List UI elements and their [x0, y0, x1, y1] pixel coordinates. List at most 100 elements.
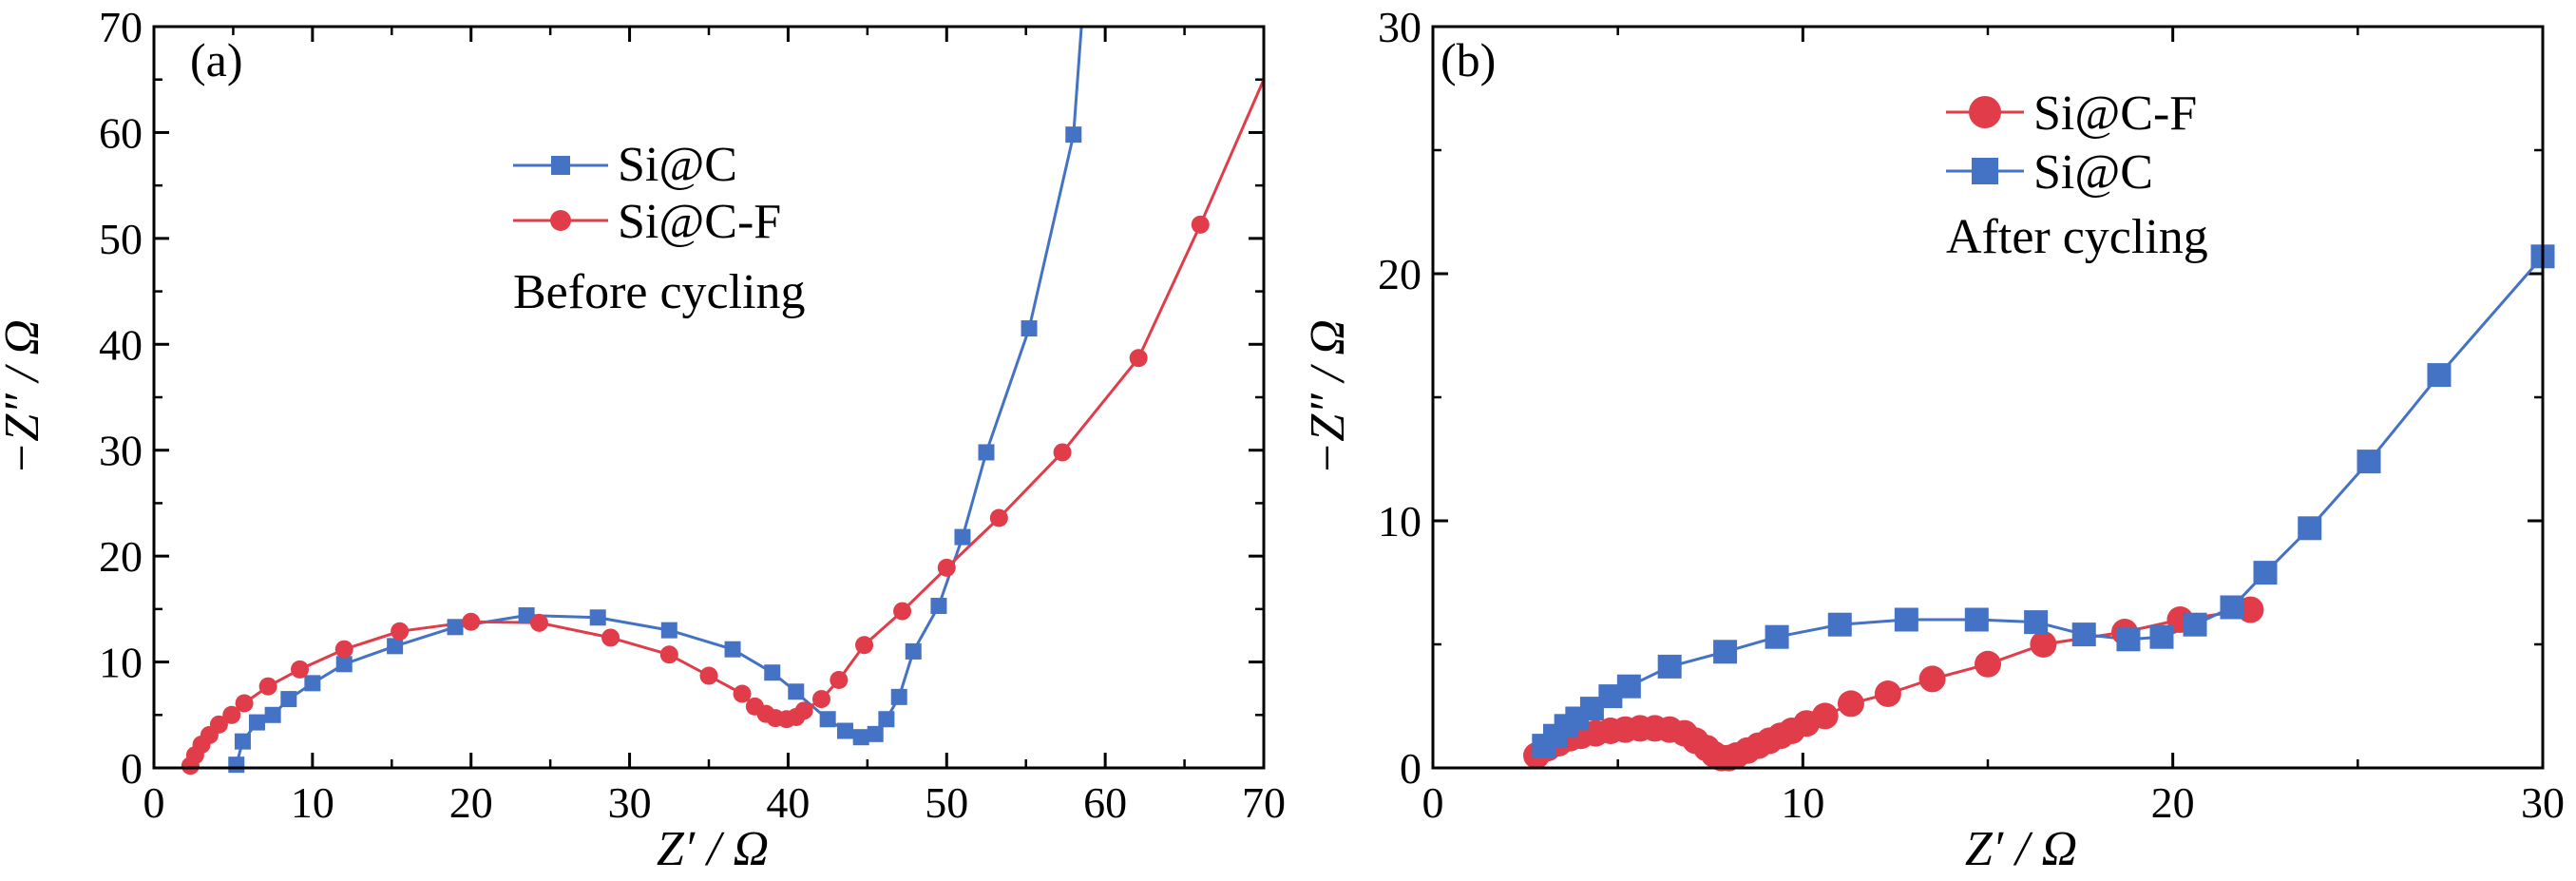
panel-a-y-tick-label: 20 [99, 532, 143, 581]
panel-a-point-si-c [1065, 126, 1082, 144]
panel-b-legend-label-0: Si@C-F [2033, 86, 2197, 141]
panel-a-point-si-c-f [893, 602, 912, 621]
panel-a-legend-label-1: Si@C-F [618, 195, 781, 249]
panel-a-point-si-c-f [291, 660, 310, 679]
panel-a-point-si-c-f [937, 558, 956, 577]
panel-a-point-si-c-f [1053, 443, 1072, 462]
panel-b-point-si-c [1616, 674, 1641, 699]
panel-a-point-si-c-f [1129, 349, 1148, 368]
panel-a-point-si-c-f [794, 701, 813, 720]
panel-b-point-si-c [1765, 624, 1789, 649]
panel-b-label: (b) [1441, 33, 1496, 86]
panel-a-point-si-c-f [209, 715, 228, 734]
panel-b-y-tick-label: 10 [1378, 497, 1422, 546]
panel-b-y-axis-title: −Z″ / Ω [1301, 319, 1355, 475]
panel-a-point-si-c-f [811, 690, 830, 709]
panel-b-point-si-c [2024, 610, 2049, 635]
panel-b-x-tick-label: 30 [2521, 778, 2565, 827]
panel-a-frame [152, 25, 1266, 770]
panel-b-point-si-c-f [1975, 650, 2001, 678]
panel-a-y-tick-label: 10 [99, 639, 143, 687]
panel-b-legend-marker-0 [1969, 96, 2001, 128]
panel-a-markers [181, 126, 1210, 776]
panel-a-point-si-c [228, 757, 245, 774]
panel-a: 0 10 20 30 40 50 60 70 0 10 20 30 40 50 60 70 (a) Z′ / … [0, 3, 1286, 876]
panel-a-annotation: Before cycling [513, 265, 806, 319]
panel-a-point-si-c-f [222, 705, 241, 724]
panel-a-y-tick-label: 30 [99, 427, 143, 475]
panel-a-point-si-c [836, 722, 853, 739]
panel-b-point-si-c [1713, 640, 1738, 664]
panel-b-frame [1431, 25, 2545, 770]
panel-b-legend-marker-1 [1972, 158, 1998, 184]
panel-a-legend-marker-1 [550, 210, 571, 231]
panel-a-point-si-c [978, 444, 995, 461]
panel-b-point-si-c-f [1918, 665, 1946, 693]
panel-b-point-si-c [1964, 607, 1989, 632]
panel-b-lines [1536, 255, 2543, 760]
panel-a-point-si-c [905, 642, 922, 660]
panel-a-point-si-c [264, 706, 281, 723]
panel-a-x-tick-label: 50 [925, 778, 968, 827]
panel-b-point-si-c [2149, 624, 2174, 649]
panel-b-point-si-c [1657, 654, 1682, 679]
panel-a-point-si-c [280, 691, 297, 708]
panel-a-point-si-c [518, 607, 535, 624]
panel-b-point-si-c [1827, 612, 1852, 637]
panel-a-point-si-c-f [391, 622, 410, 641]
panel-a-y-axis-title: −Z″ / Ω [0, 319, 49, 475]
panel-a-legend-marker-0 [551, 156, 570, 175]
panel-a-point-si-c-f [529, 613, 548, 632]
panel-a-point-si-c [852, 729, 869, 746]
panel-b-y-tick-label: 30 [1378, 3, 1422, 51]
panel-a-y-tick-label: 60 [99, 108, 143, 157]
panel-b-x-axis-title: Z′ / Ω [1965, 822, 2077, 876]
panel-a-point-si-c [304, 675, 321, 692]
panel-a-y-tick-label: 50 [99, 215, 143, 263]
panel-a-point-si-c-f [258, 677, 277, 696]
panel-a-x-tick-label: 60 [1083, 778, 1127, 827]
panel-b-series-line-si-c [1542, 255, 2543, 747]
panel-b-point-si-c [2183, 612, 2207, 637]
panel-a-point-si-c [764, 664, 781, 681]
panel-a-y-tick-label: 70 [99, 3, 143, 51]
panel-a-point-si-c [589, 609, 606, 626]
panel-a-point-si-c-f [830, 671, 849, 690]
panel-a-point-si-c-f [855, 636, 874, 655]
panel-a-point-si-c-f [699, 666, 718, 685]
panel-a-y-tick-label: 40 [99, 320, 143, 369]
panel-a-point-si-c [867, 725, 884, 742]
panel-b-point-si-c [2427, 363, 2452, 388]
panel-a-point-si-c [878, 711, 895, 728]
panel-a-x-tick-label: 70 [1242, 778, 1286, 827]
panel-b-point-si-c [1894, 607, 1918, 632]
panel-a-point-si-c [1021, 320, 1038, 337]
panel-a-point-si-c [819, 711, 836, 728]
panel-a-y-tick-label: 0 [121, 744, 143, 793]
panel-a-point-si-c-f [659, 645, 678, 664]
panel-a-point-si-c [788, 683, 805, 700]
panel-b-point-si-c-f [1837, 690, 1864, 718]
panel-b-annotation: After cycling [1946, 210, 2208, 264]
panel-b-point-si-c [2357, 450, 2381, 474]
panel-b-x-tick-label: 10 [1781, 778, 1824, 827]
panel-b-markers [1523, 244, 2555, 772]
panel-b: 0 10 20 30 0 10 20 30 (b) Z′ / Ω −Z″ / Ω Si@C-F… [1301, 3, 2565, 876]
panel-b-point-si-c-f [1874, 680, 1901, 707]
panel-a-x-tick-label: 20 [449, 778, 493, 827]
panel-b-legend: Si@C-F Si@C After cycling [1946, 86, 2208, 264]
panel-a-point-si-c [387, 638, 404, 655]
panel-a-x-tick-label: 40 [766, 778, 810, 827]
panel-a-label: (a) [190, 33, 243, 86]
panel-a-legend-label-0: Si@C [618, 138, 737, 192]
panel-a-point-si-c-f [235, 694, 254, 713]
panel-a-point-si-c-f [1191, 215, 1210, 234]
panel-a-point-si-c [890, 688, 907, 705]
panel-b-point-si-c-f [2030, 631, 2057, 658]
panel-b-y-tick-label: 0 [1400, 744, 1422, 793]
panel-a-point-si-c-f [989, 508, 1008, 527]
panel-a-x-tick-label: 0 [143, 778, 165, 827]
panel-b-x-tick-label: 20 [2151, 778, 2195, 827]
panel-b-x-tick-label: 0 [1422, 778, 1444, 827]
